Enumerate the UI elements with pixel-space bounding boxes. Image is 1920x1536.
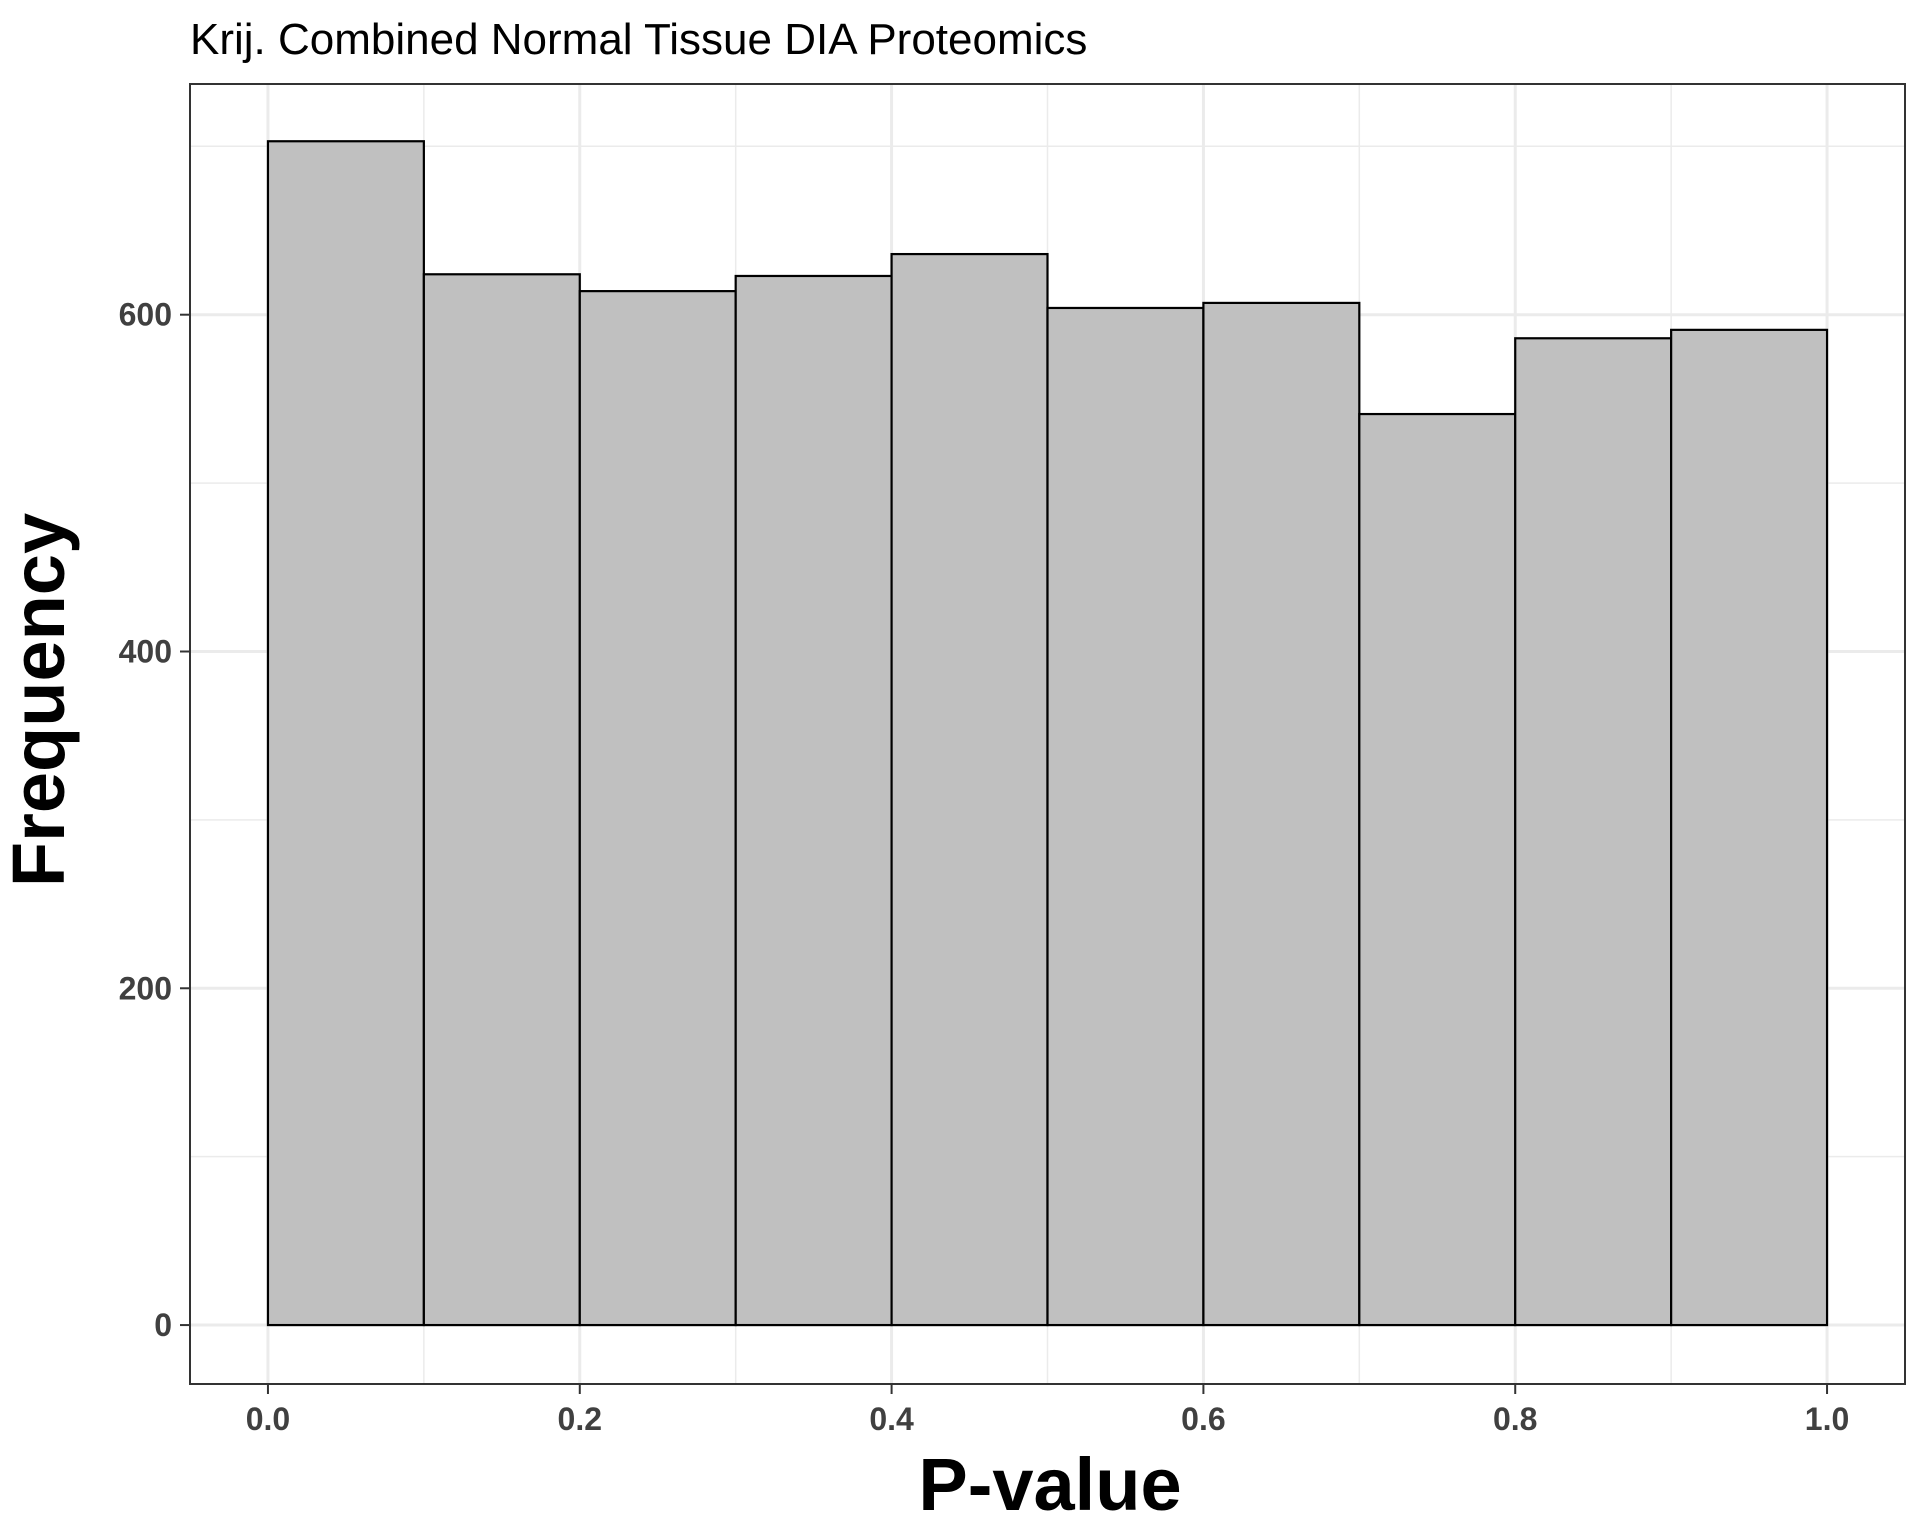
- y-tick-label: 0: [154, 1307, 172, 1343]
- histogram-bar: [266, 140, 425, 1327]
- y-axis: 0 200 400 600: [119, 297, 190, 1343]
- histogram-bar: [1046, 306, 1205, 1327]
- histogram-bar: [890, 252, 1049, 1327]
- panel-border: [189, 83, 1906, 1385]
- histogram-bar: [1670, 328, 1829, 1327]
- histogram-bar: [1358, 412, 1517, 1327]
- y-axis-title: Frequency: [0, 513, 80, 887]
- x-axis: 0.0 0.2 0.4 0.6 0.8 1.0: [246, 1384, 1849, 1437]
- y-tick-label: 600: [119, 297, 172, 333]
- histogram-bar: [1514, 337, 1673, 1327]
- x-tick-label: 0.0: [246, 1401, 290, 1437]
- x-tick-label: 0.8: [1493, 1401, 1537, 1437]
- y-tick-label: 400: [119, 633, 172, 669]
- histogram-bars: [266, 140, 1829, 1327]
- x-axis-title: P-value: [918, 1443, 1181, 1526]
- histogram-bar: [422, 273, 581, 1327]
- x-tick-label: 0.2: [558, 1401, 602, 1437]
- x-tick-label: 1.0: [1805, 1401, 1849, 1437]
- histogram-bar: [1202, 301, 1361, 1327]
- histogram-bar: [734, 274, 893, 1327]
- x-tick-label: 0.6: [1181, 1401, 1225, 1437]
- y-tick-label: 200: [119, 970, 172, 1006]
- x-tick-label: 0.4: [869, 1401, 914, 1437]
- chart-title: Krij. Combined Normal Tissue DIA Proteom…: [190, 15, 1087, 64]
- histogram-bar: [578, 290, 737, 1327]
